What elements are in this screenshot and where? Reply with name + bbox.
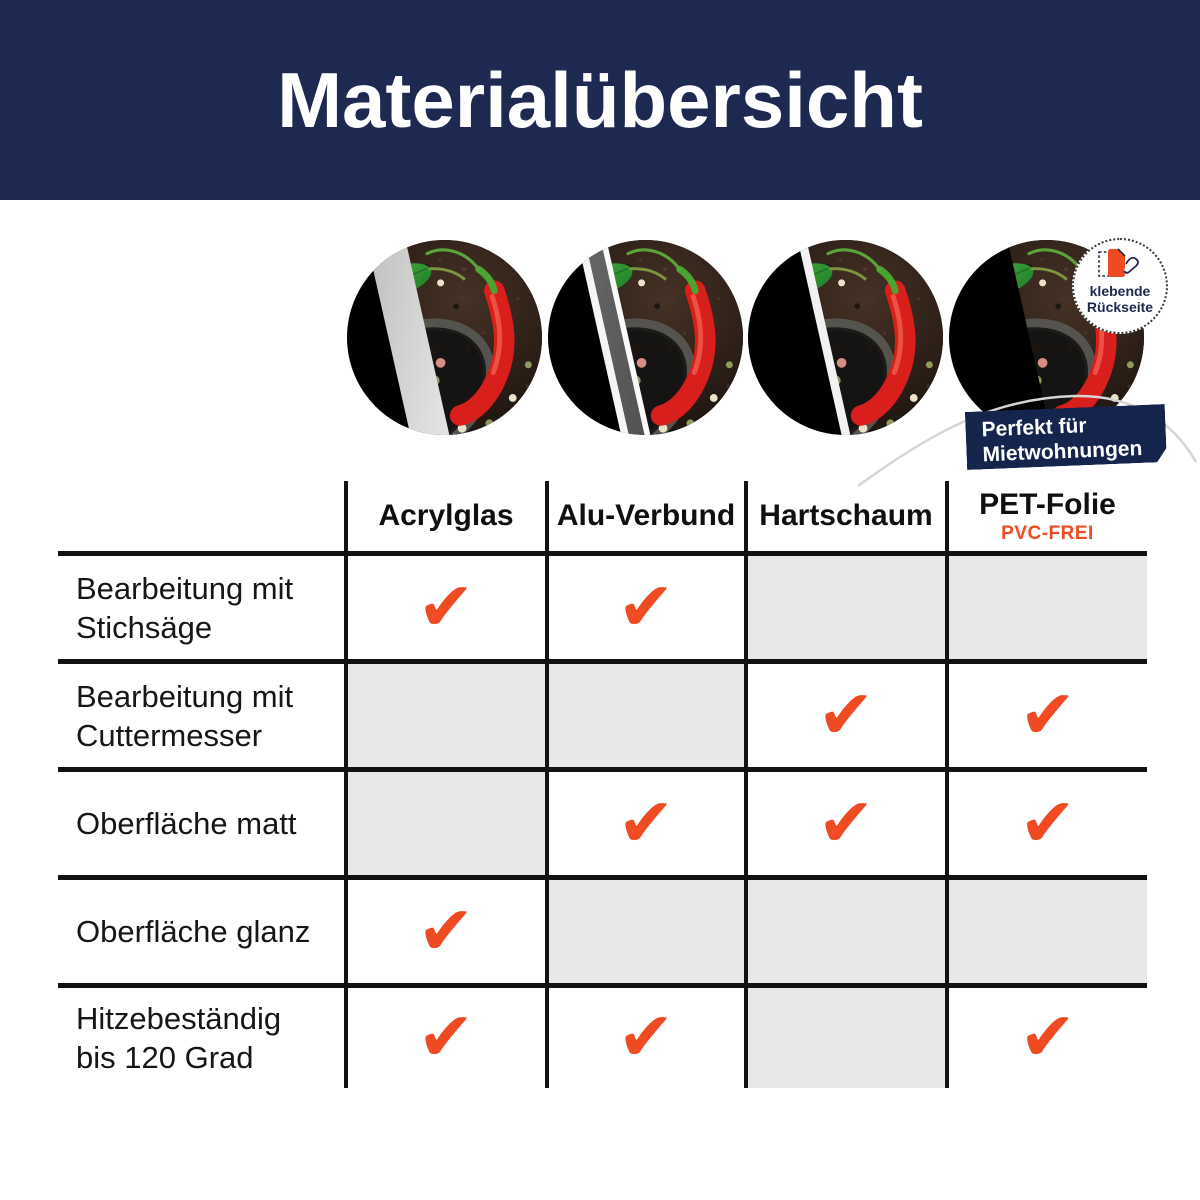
column-header-alu-verbund: Alu-Verbund xyxy=(549,481,744,551)
check-icon: ✔ xyxy=(417,998,475,1077)
check-icon: ✔ xyxy=(817,783,875,863)
check-icon: ✔ xyxy=(417,891,475,971)
check-cell: ✔ xyxy=(949,664,1148,767)
header-band: Materialübersicht xyxy=(0,0,1200,200)
rental-banner: Perfekt für Mietwohnungen xyxy=(965,404,1167,470)
not-applicable-cell xyxy=(747,880,945,983)
check-cell: ✔ xyxy=(348,880,545,983)
row-label-line: Hitzebeständig xyxy=(76,1001,282,1036)
not-applicable-cell xyxy=(747,988,945,1088)
check-icon: ✔ xyxy=(1019,998,1077,1077)
row-label-line: Cuttermesser xyxy=(76,717,263,753)
row-label-cuttermesser: Bearbeitung mit Cuttermesser xyxy=(76,664,338,767)
row-label-hitzebestaendig: Hitzebeständig bis 120 Grad xyxy=(76,988,338,1088)
column-header-pet-folie: PET-Folie PVC-FREI xyxy=(949,481,1147,551)
adhesive-back-badge: klebende Rückseite xyxy=(1072,238,1168,334)
check-icon: ✔ xyxy=(1019,675,1077,755)
not-applicable-cell xyxy=(347,772,545,875)
row-label-oberflaeche-matt: Oberfläche matt xyxy=(76,772,338,875)
check-cell: ✔ xyxy=(949,988,1148,1088)
row-label-line: bis 120 Grad xyxy=(76,1040,254,1075)
grid-line xyxy=(544,481,549,1088)
grid-line xyxy=(743,481,748,1088)
not-applicable-cell xyxy=(548,664,744,767)
row-label-stichsaege: Bearbeitung mit Stichsäge xyxy=(76,556,338,659)
grid-line xyxy=(58,983,1147,988)
not-applicable-cell xyxy=(747,556,945,659)
grid-line xyxy=(58,659,1147,664)
check-cell: ✔ xyxy=(949,772,1148,875)
column-header-label: Acrylglas xyxy=(378,499,514,532)
not-applicable-cell xyxy=(948,880,1147,983)
page-title: Materialübersicht xyxy=(277,55,923,144)
row-label-oberflaeche-glanz: Oberfläche glanz xyxy=(76,880,338,983)
check-icon: ✔ xyxy=(417,567,475,647)
grid-line xyxy=(944,481,949,1088)
grid-line xyxy=(58,551,1147,556)
check-cell: ✔ xyxy=(748,664,945,767)
check-icon: ✔ xyxy=(617,567,675,647)
spice-photo xyxy=(548,240,743,435)
check-cell: ✔ xyxy=(549,556,744,659)
check-icon: ✔ xyxy=(617,783,675,863)
check-cell: ✔ xyxy=(549,772,744,875)
check-cell: ✔ xyxy=(348,988,545,1088)
pvc-free-label: PVC-FREI xyxy=(1001,522,1094,544)
not-applicable-cell xyxy=(347,664,545,767)
badge-text-line2: Rückseite xyxy=(1086,299,1154,315)
row-label-line: Bearbeitung mit xyxy=(76,678,294,714)
grid-line xyxy=(343,481,348,1088)
material-photo-acrylglas xyxy=(347,240,542,435)
column-header-label: PET-Folie xyxy=(979,487,1116,521)
material-photo-hartschaum xyxy=(748,240,943,435)
check-icon: ✔ xyxy=(1019,783,1077,863)
badge-text-line1: klebende xyxy=(1089,283,1151,299)
not-applicable-cell xyxy=(548,880,744,983)
check-icon: ✔ xyxy=(617,998,675,1077)
check-cell: ✔ xyxy=(549,988,744,1088)
column-header-hartschaum: Hartschaum xyxy=(748,481,945,551)
grid-line xyxy=(58,875,1147,880)
column-header-acrylglas: Acrylglas xyxy=(348,481,545,551)
column-header-label: Hartschaum xyxy=(759,499,933,532)
material-photo-alu-verbund xyxy=(548,240,743,435)
check-cell: ✔ xyxy=(348,556,545,659)
not-applicable-cell xyxy=(948,556,1147,659)
check-cell: ✔ xyxy=(748,772,945,875)
row-label-line: Oberfläche matt xyxy=(76,806,297,841)
grid-line xyxy=(58,767,1147,772)
row-label-line: Bearbeitung mit xyxy=(76,570,294,606)
adhesive-sticker-icon xyxy=(1098,248,1139,277)
column-header-label: Alu-Verbund xyxy=(556,499,736,532)
row-label-line: Stichsäge xyxy=(76,609,213,645)
material-comparison-table: Acrylglas Alu-Verbund Hartschaum PET-Fol… xyxy=(58,481,1147,1088)
row-label-line: Oberfläche glanz xyxy=(76,914,311,949)
check-icon: ✔ xyxy=(817,675,875,755)
